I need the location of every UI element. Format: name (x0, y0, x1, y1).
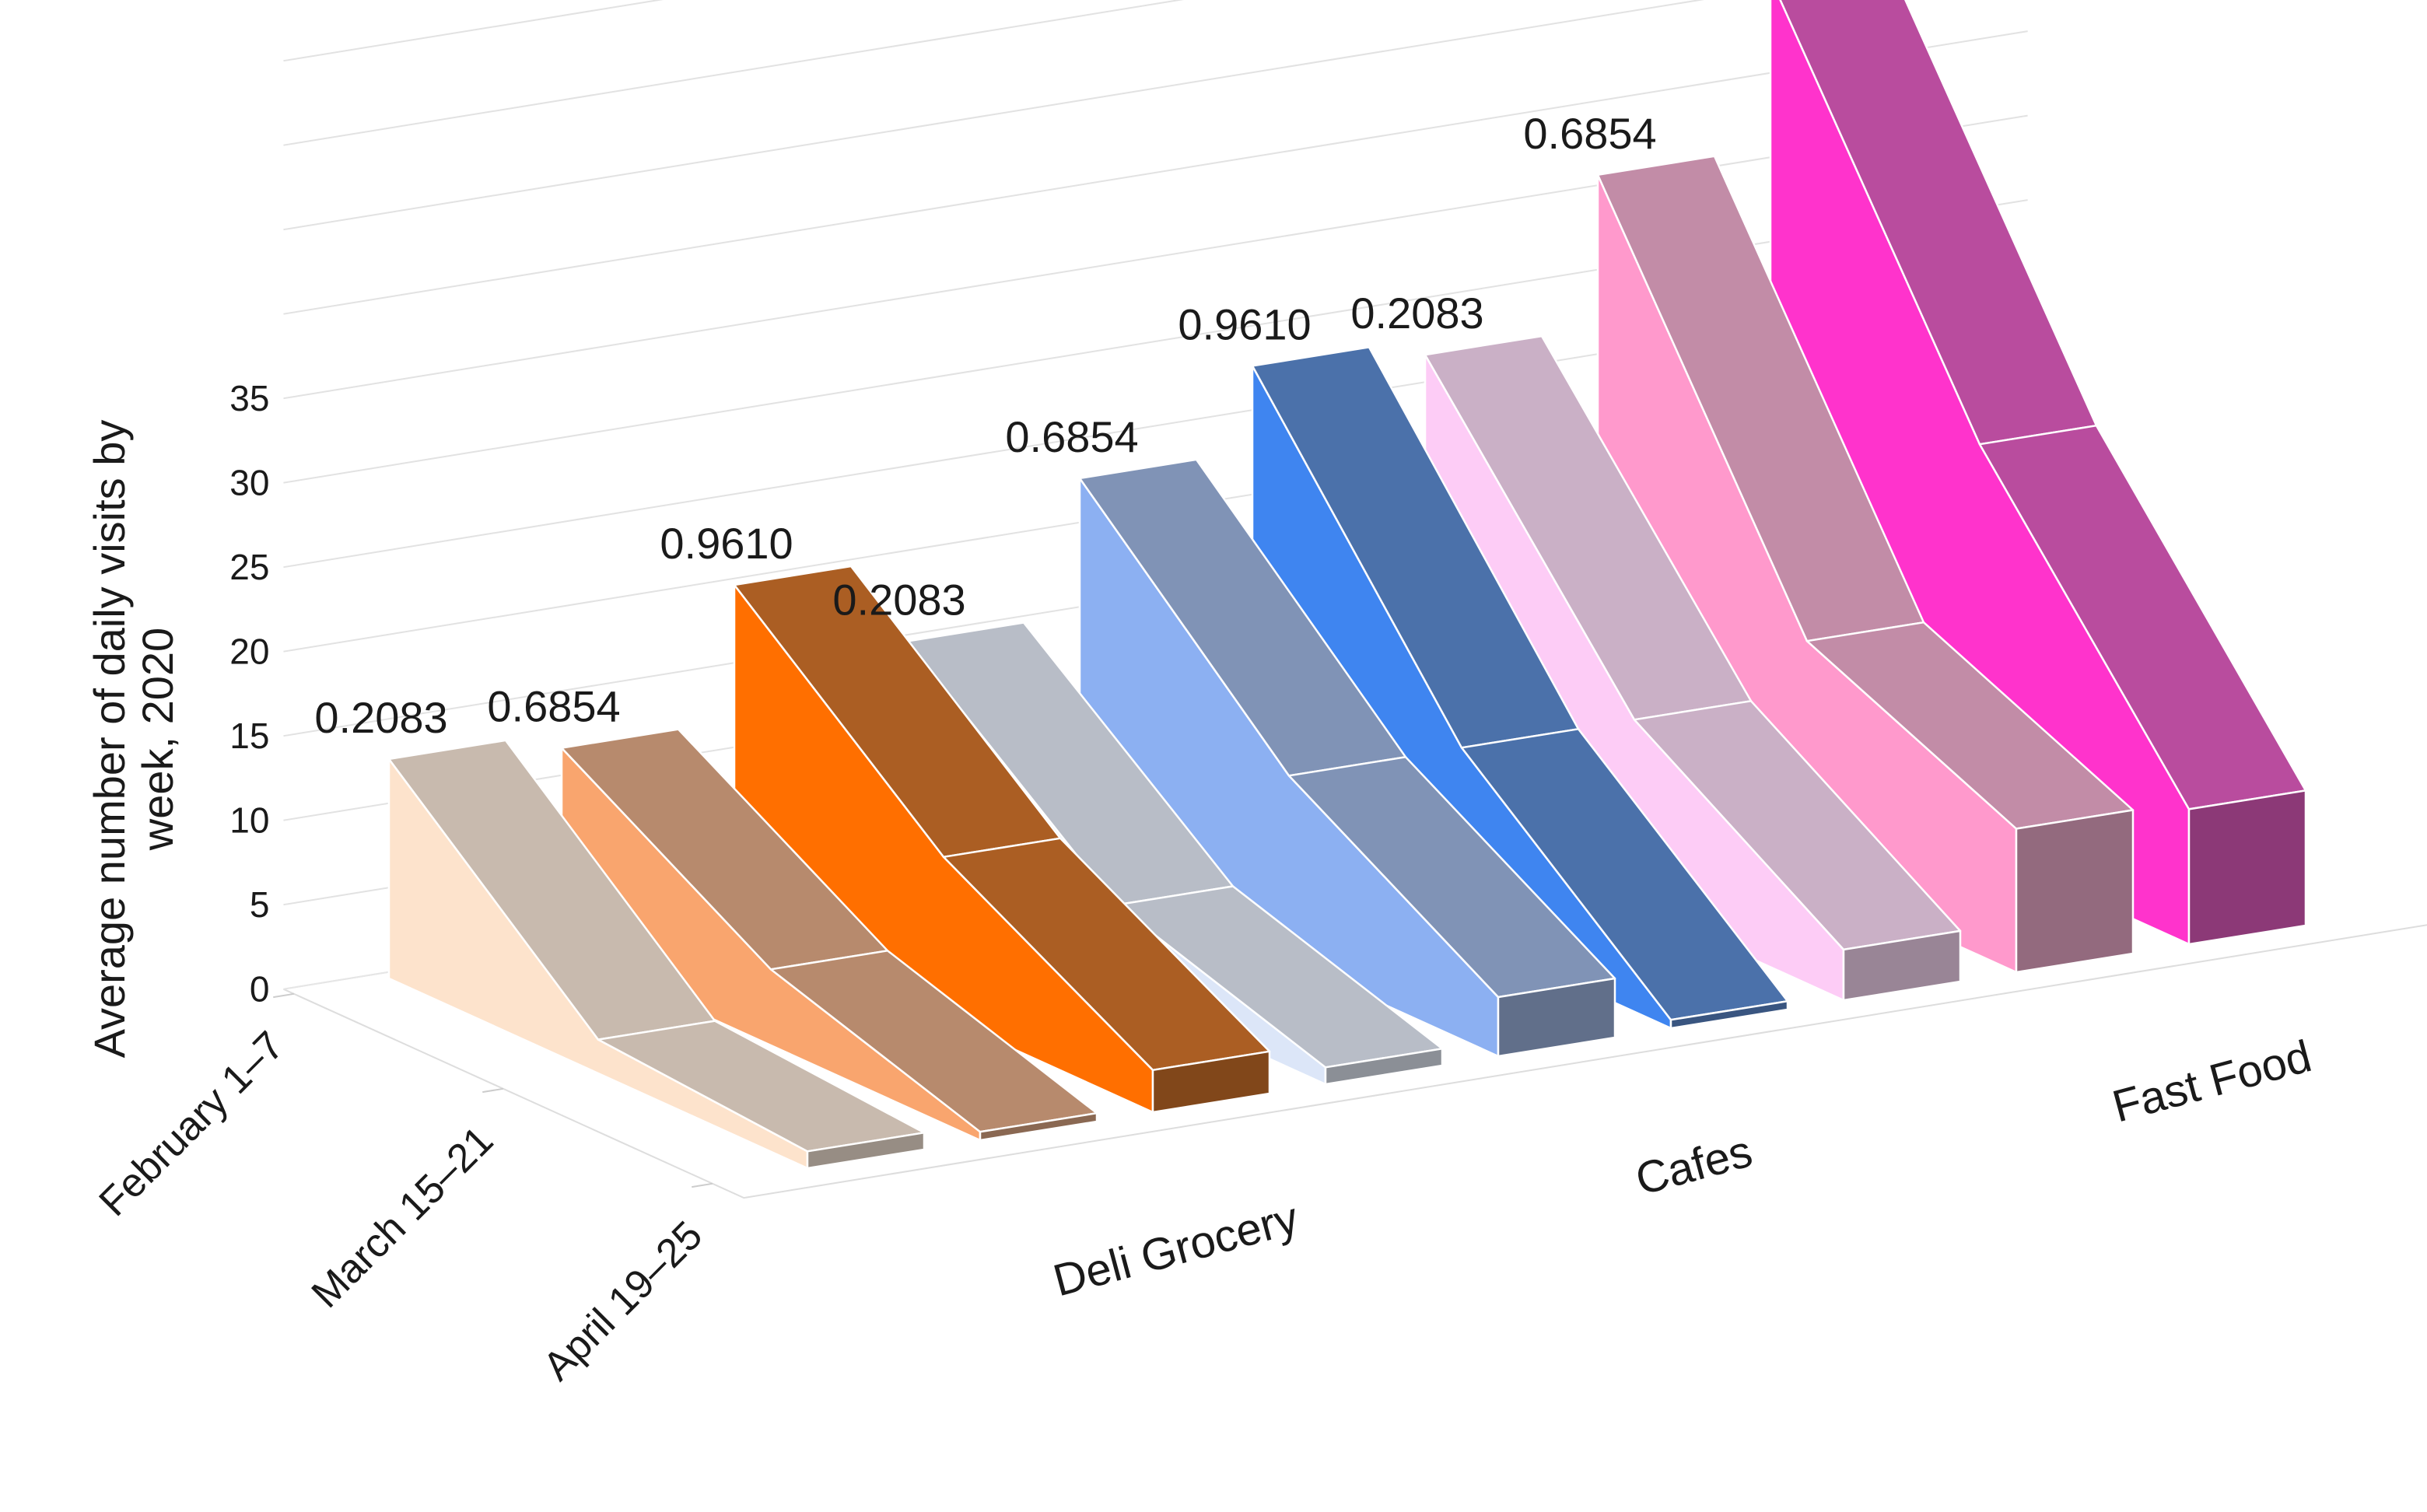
data-label: 0.2083 (1350, 289, 1483, 338)
x-tick (692, 1182, 713, 1188)
y-tick-label: 10 (229, 800, 269, 841)
ribbon-end (2187, 789, 2307, 946)
ribbon-end (1842, 929, 1962, 1002)
gridline (283, 0, 1705, 231)
data-label: 0.9610 (660, 519, 793, 568)
x-tick-label: April 19–25 (534, 1213, 711, 1389)
ribbon-deli-grocery-0.2083 (387, 739, 926, 1170)
ribbon-end (1324, 1048, 1444, 1086)
y-tick-label: 35 (229, 378, 269, 418)
ribbon-end (806, 1132, 926, 1170)
x-tick (482, 1087, 504, 1094)
y-axis-ticks: 0 5 10 15 20 25 30 35 (229, 378, 269, 1009)
data-label: 0.6854 (1523, 109, 1656, 158)
data-label: 0.2083 (314, 693, 447, 742)
ribbon-end (1669, 999, 1789, 1030)
ribbon-end (979, 1111, 1098, 1142)
ribbon-end (2015, 809, 2135, 974)
ribbon-end (1497, 977, 1616, 1058)
gridline (283, 114, 2028, 400)
data-label: 0.6854 (487, 682, 620, 731)
data-label: 0.9610 (1178, 299, 1311, 348)
y-tick-label: 30 (229, 463, 269, 503)
gridline (283, 30, 2028, 315)
x-tick-label: March 15–21 (303, 1118, 503, 1317)
data-ribbons (387, 0, 2307, 1170)
y-tick-label: 5 (250, 884, 270, 925)
y-tick-label: 15 (229, 716, 269, 756)
data-label: 0.6854 (1005, 412, 1138, 461)
category-label: Cafes (1630, 1125, 1757, 1205)
ribbon-end (1151, 1050, 1271, 1114)
data-label: 0.2083 (832, 576, 965, 625)
y-tick-label: 0 (250, 969, 270, 1010)
gridline (283, 0, 664, 62)
y-axis-label: Average number of daily visits byweek, 2… (85, 420, 182, 1059)
category-label: Fast Food (2107, 1031, 2317, 1132)
gridline (283, 0, 1185, 146)
y-tick-label: 20 (229, 632, 269, 672)
y-tick-label: 25 (229, 547, 269, 587)
category-label: Deli Grocery (1048, 1192, 1303, 1306)
floor-edge (282, 924, 2427, 1199)
x-tick (273, 992, 295, 999)
data-labels: 0.96100.68540.20830.96100.68540.20830.96… (314, 109, 1656, 742)
